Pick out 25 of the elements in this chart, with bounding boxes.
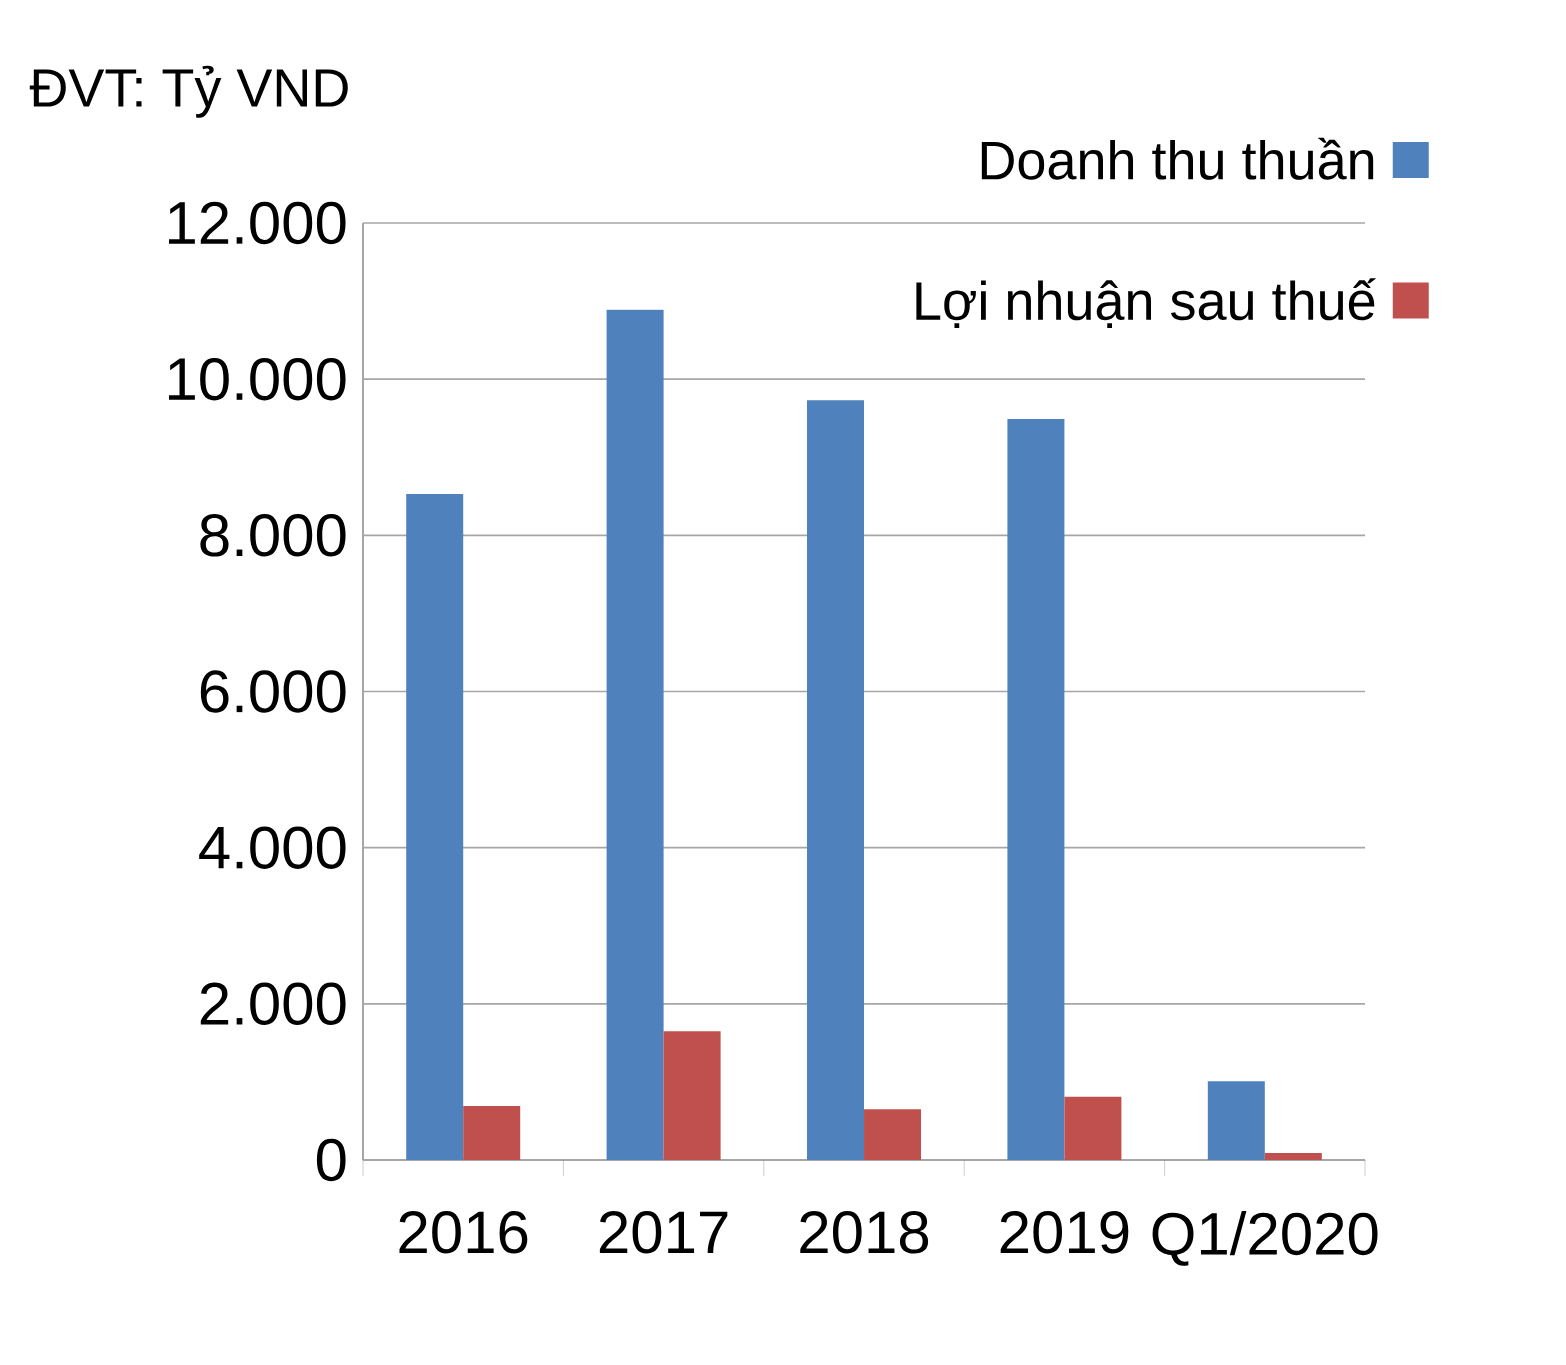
y-tick-label: 2.000 (200, 982, 346, 1026)
y-tick-label: 12.000 (169, 201, 346, 245)
bar (463, 1106, 521, 1160)
x-tick-label: 2018 (800, 1211, 929, 1254)
bar (1207, 1081, 1265, 1160)
y-tick-label: 0 (316, 1138, 346, 1182)
bar (807, 400, 865, 1160)
x-tick-label: Q1/2020 (1152, 1211, 1378, 1266)
x-tick-label: 2019 (1000, 1211, 1129, 1254)
y-tick-label: 4.000 (199, 826, 346, 869)
x-tick-label: 2016 (399, 1211, 528, 1254)
x-tick-label: 2017 (599, 1211, 728, 1254)
y-tick-label: 6.000 (200, 670, 346, 713)
bar (1064, 1096, 1122, 1160)
y-tick-label: 10.000 (169, 357, 346, 401)
bar (1264, 1152, 1322, 1160)
y-axis-title: ĐVT: Tỷ VND (29, 65, 348, 118)
bar (864, 1109, 922, 1160)
legend-label: Doanh thu thuần (981, 137, 1374, 180)
bar (663, 1031, 721, 1160)
bar (606, 309, 664, 1160)
y-tick-label: 8.000 (200, 514, 346, 557)
bar (406, 493, 464, 1160)
bar (1007, 418, 1065, 1160)
legend-label: Lợi nhuận sau thuế (916, 278, 1376, 328)
